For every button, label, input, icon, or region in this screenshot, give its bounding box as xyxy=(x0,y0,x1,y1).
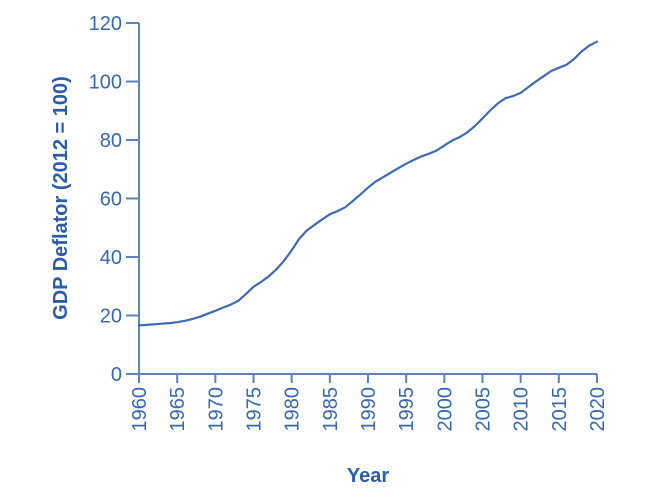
y-axis: 0 20 40 60 80 100 120 xyxy=(89,13,140,386)
x-tick-label: 1965 xyxy=(167,387,189,432)
x-tick-label: 1985 xyxy=(320,387,342,432)
series-line xyxy=(137,40,599,327)
x-tick-label: 2015 xyxy=(549,387,571,432)
x-tick-label: 2005 xyxy=(473,387,495,432)
gdp-deflator-line xyxy=(137,40,599,327)
x-axis: 1960 1965 1970 1975 1980 1985 1990 1995 2000 2005… xyxy=(129,373,609,432)
x-tick-label: 1995 xyxy=(396,387,418,432)
y-tick-label: 120 xyxy=(89,13,122,35)
x-tick-label: 1980 xyxy=(282,387,304,432)
x-tick-label: 2000 xyxy=(434,387,456,432)
x-tick-label: 1970 xyxy=(205,387,227,432)
y-tick-label: 40 xyxy=(100,247,122,269)
x-tick-label: 1990 xyxy=(358,387,380,432)
y-axis-title: GDP Deflator (2012 = 100) xyxy=(50,76,72,320)
y-tick-label: 60 xyxy=(100,189,122,211)
x-tick-label: 2010 xyxy=(511,387,533,432)
x-tick-label: 1960 xyxy=(129,387,151,432)
x-axis-title: Year xyxy=(347,465,389,487)
y-tick-label: 0 xyxy=(111,364,122,386)
y-tick-label: 20 xyxy=(100,306,122,328)
x-tick-label: 2020 xyxy=(587,387,609,432)
y-tick-label: 100 xyxy=(89,72,122,94)
y-tick-label: 80 xyxy=(100,130,122,152)
x-tick-label: 1975 xyxy=(244,387,266,432)
